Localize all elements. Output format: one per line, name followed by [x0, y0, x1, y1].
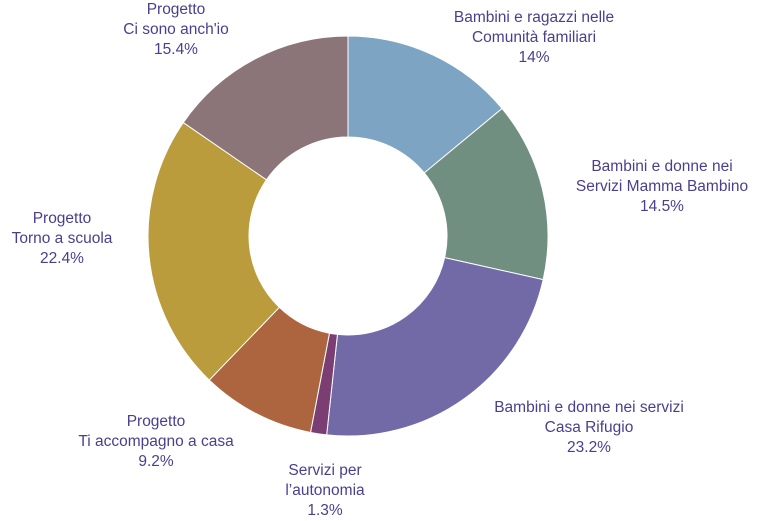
- slice-percent-label: 14.5%: [640, 198, 684, 215]
- slice-percent-label: 9.2%: [138, 453, 174, 470]
- slice-name-line: Ci sono anch'io: [123, 21, 229, 38]
- slice-name-line: Ti accompagno a casa: [78, 433, 234, 450]
- slice-label-4: Progetto Ti accompagno a casa 9.2%: [78, 412, 233, 472]
- slice-name-line: Servizi per: [288, 462, 362, 479]
- slice-label-1: Bambini e donne nei Servizi Mamma Bambino…: [576, 157, 748, 217]
- slice-name-line: Bambini e donne nei servizi: [494, 399, 684, 416]
- slice-name-line: Progetto: [126, 413, 186, 430]
- slice-name-line: Comunità familiari: [471, 29, 597, 46]
- slice-percent-label: 14%: [518, 49, 550, 66]
- slice-label-2: Bambini e donne nei servizi Casa Rifugio 2…: [494, 398, 684, 458]
- slice-percent-label: 22.4%: [40, 250, 84, 267]
- slice-name-line: Bambini e ragazzi nelle: [453, 9, 615, 26]
- slice-name-line: Progetto: [32, 210, 92, 227]
- slice-name-line: Servizi Mamma Bambino: [575, 178, 749, 195]
- slice-label-6: Progetto Ci sono anch'io 15.4%: [123, 0, 229, 60]
- slice-name-line: Torno a scuola: [11, 230, 113, 247]
- slice-name-line: Progetto: [146, 1, 206, 18]
- slice-percent-label: 23.2%: [567, 439, 611, 456]
- donut-slice-6: [182, 35, 349, 181]
- donut-slice-1: [423, 107, 549, 281]
- slice-label-3: Servizi per l’autonomia 1.3%: [285, 461, 364, 521]
- slice-name-line: l’autonomia: [285, 482, 365, 499]
- slice-label-0: Bambini e ragazzi nelle Comunità familiar…: [454, 8, 614, 68]
- slice-percent-label: 1.3%: [307, 502, 343, 519]
- slice-name-line: Bambini e donne nei: [591, 158, 733, 175]
- slice-percent-label: 15.4%: [154, 41, 198, 58]
- donut-slice-2: [326, 256, 544, 437]
- donut-slice-5: [147, 121, 281, 381]
- slice-label-5: Progetto Torno a scuola 22.4%: [12, 209, 113, 269]
- slice-name-line: Casa Rifugio: [544, 419, 634, 436]
